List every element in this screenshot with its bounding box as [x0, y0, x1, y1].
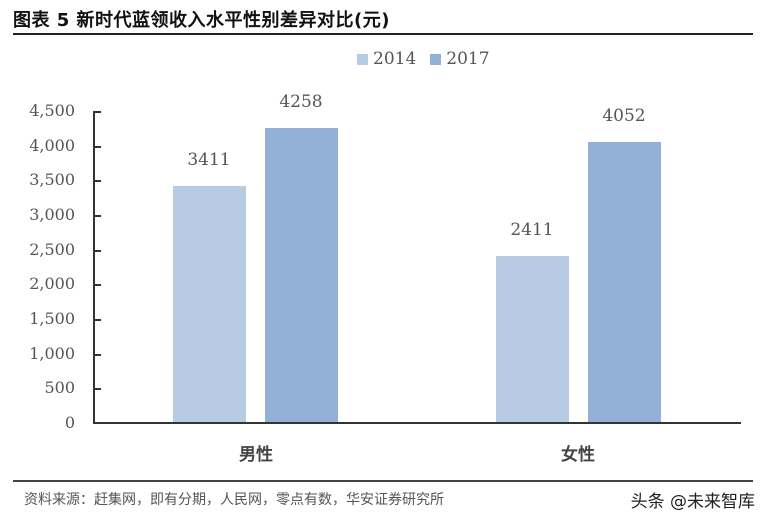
chart-title: 图表 5 新时代蓝领收入水平性别差异对比(元): [13, 10, 391, 31]
value-label-female-2017: 4052: [602, 106, 646, 126]
y-axis: [93, 111, 95, 424]
bar-female-2017: [588, 142, 661, 423]
legend-label-2014: 2014: [373, 49, 417, 69]
y-tick: [95, 111, 101, 113]
y-tick: [95, 250, 101, 252]
chart-legend: 2014 2017: [357, 49, 504, 69]
y-tick-label: 2,500: [29, 240, 75, 259]
value-label-female-2014: 2411: [510, 220, 554, 240]
y-tick-label: 1,000: [29, 344, 75, 363]
y-tick-label: 500: [44, 378, 75, 397]
y-tick-label: 3,500: [29, 170, 75, 189]
category-label-male: 男性: [239, 445, 273, 465]
y-tick: [95, 319, 101, 321]
legend-item-2014: 2014: [357, 49, 416, 69]
y-tick: [95, 388, 101, 390]
bar-male-2017: [265, 128, 338, 423]
value-label-male-2017: 4258: [279, 92, 323, 112]
legend-item-2017: 2017: [430, 49, 490, 69]
source-note: 资料来源：赶集网，即有分期，人民网，零点有数，华安证券研究所: [24, 492, 444, 508]
footer-divider: [13, 480, 753, 482]
y-tick-label: 3,000: [29, 205, 75, 224]
category-label-female: 女性: [561, 445, 595, 465]
watermark: 头条 @未来智库: [630, 492, 755, 512]
y-tick: [95, 284, 101, 286]
y-tick-label: 4,000: [29, 136, 75, 155]
bar-female-2014: [496, 256, 569, 423]
legend-swatch-2014: [357, 53, 368, 65]
x-axis: [93, 422, 741, 424]
legend-label-2017: 2017: [446, 49, 490, 69]
value-label-male-2014: 3411: [187, 150, 231, 170]
y-tick-label: 2,000: [29, 274, 75, 293]
y-tick-label: 0: [64, 413, 75, 432]
bar-male-2014: [173, 186, 246, 423]
y-tick: [95, 146, 101, 148]
y-tick-label: 1,500: [29, 309, 75, 328]
y-tick: [95, 215, 101, 217]
legend-swatch-2017: [430, 53, 442, 65]
y-tick: [95, 354, 101, 356]
title-divider: [13, 33, 753, 35]
y-tick-label: 4,500: [29, 101, 75, 120]
y-tick: [95, 180, 101, 182]
